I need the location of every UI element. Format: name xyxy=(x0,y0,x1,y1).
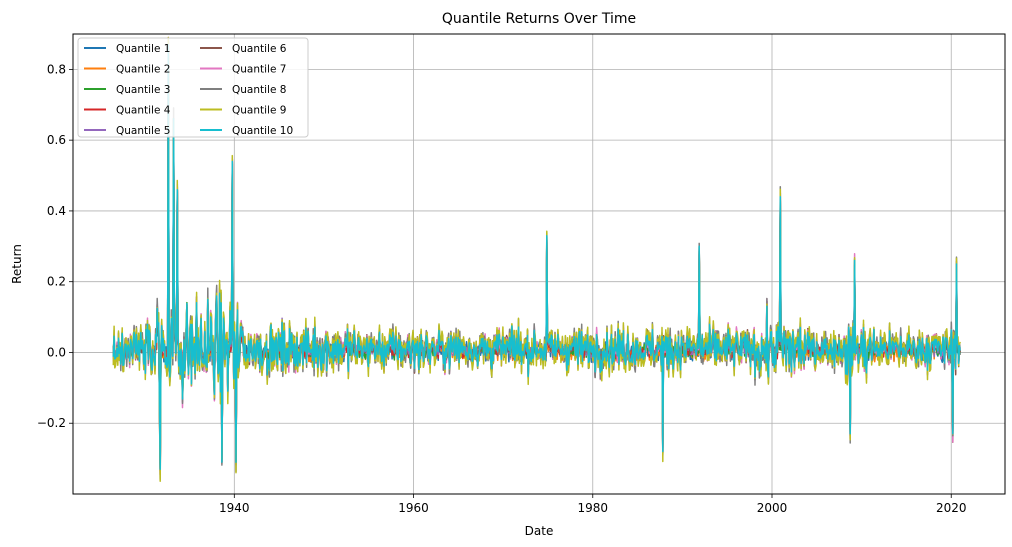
y-tick-label: 0.6 xyxy=(47,133,66,147)
x-tick-label: 1960 xyxy=(398,501,429,515)
x-tick-label: 1980 xyxy=(577,501,608,515)
legend-label: Quantile 8 xyxy=(232,84,286,96)
x-tick-label: 2000 xyxy=(757,501,788,515)
legend-item: Quantile 6 xyxy=(200,43,287,55)
series-line-quantile-10 xyxy=(112,43,961,470)
legend-item: Quantile 2 xyxy=(84,64,170,76)
x-axis: 1940 1960 1980 2000 2020 xyxy=(219,494,967,515)
legend-label: Quantile 6 xyxy=(232,43,287,55)
legend-label: Quantile 1 xyxy=(116,43,170,55)
y-tick-label: −0.2 xyxy=(37,416,66,430)
legend-item: Quantile 7 xyxy=(200,64,286,76)
legend-label: Quantile 4 xyxy=(116,105,171,117)
chart-title: Quantile Returns Over Time xyxy=(442,11,636,27)
plot-frame xyxy=(72,33,1006,495)
y-axis-title: Return xyxy=(10,244,24,284)
legend-item: Quantile 9 xyxy=(200,105,286,117)
y-tick-label: 0.4 xyxy=(47,204,66,218)
legend-label: Quantile 7 xyxy=(232,64,286,76)
legend-label: Quantile 5 xyxy=(116,125,170,137)
y-tick-label: 0.0 xyxy=(47,345,66,359)
legend-label: Quantile 3 xyxy=(116,84,170,96)
legend-label: Quantile 9 xyxy=(232,105,286,117)
legend-label: Quantile 10 xyxy=(232,125,293,137)
legend: Quantile 1 Quantile 2 Quantile 3 Quantile 4… xyxy=(77,37,309,138)
legend-item: Quantile 8 xyxy=(200,84,286,96)
legend-item: Quantile 10 xyxy=(200,125,293,137)
legend-item: Quantile 4 xyxy=(84,105,171,117)
x-axis-title: Date xyxy=(525,524,554,538)
legend-box xyxy=(77,37,309,138)
x-tick-label: 2020 xyxy=(936,501,967,515)
legend-label: Quantile 2 xyxy=(116,64,170,76)
y-tick-label: 0.8 xyxy=(47,62,66,76)
legend-item: Quantile 1 xyxy=(84,43,170,55)
x-tick-label: 1940 xyxy=(219,501,250,515)
y-tick-label: 0.2 xyxy=(47,275,66,289)
series-lines xyxy=(112,36,961,483)
y-axis: −0.2 0.0 0.2 0.4 0.6 0.8 xyxy=(37,62,73,430)
legend-item: Quantile 5 xyxy=(84,125,170,137)
legend-item: Quantile 3 xyxy=(84,84,170,96)
